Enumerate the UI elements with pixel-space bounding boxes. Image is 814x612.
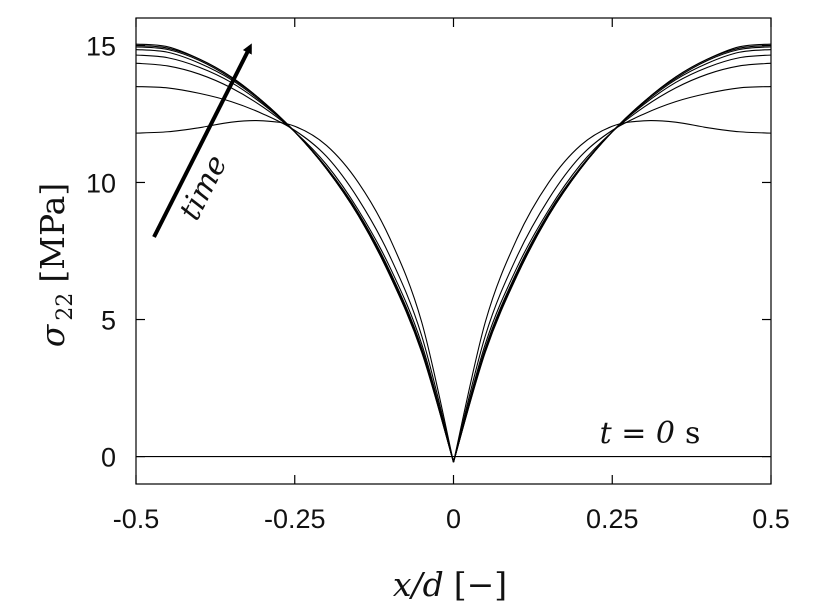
x-tick-label-1: -0.25: [264, 504, 326, 534]
t0-math: t = 0: [600, 416, 675, 451]
x-tick-label-3: 0.25: [586, 504, 639, 534]
x-axis-label: x/d [−]: [393, 565, 507, 604]
x-axis-label-math: x/d: [393, 565, 444, 604]
axis-ticks: [135, 18, 772, 484]
series-7-right: [452, 43, 772, 463]
y-axis-label-sub: 22: [53, 293, 78, 321]
y-axis-label-unit: [MPa]: [33, 183, 72, 283]
series-0-right: [452, 120, 772, 463]
t0-unit: s: [685, 416, 700, 451]
t0-annotation: t = 0 s: [600, 416, 701, 451]
y-tick-labels: 0 5 10 15: [86, 31, 116, 472]
series-6-right: [452, 44, 772, 463]
time-arrow: [152, 43, 252, 238]
x-tick-label-2: 0: [446, 504, 461, 534]
series-5-right: [452, 46, 772, 463]
series-3-left: [135, 54, 455, 463]
series-1-right: [452, 85, 772, 463]
series-5-left: [135, 46, 455, 463]
series-3-right: [452, 54, 772, 463]
x-tick-label-4: 0.5: [752, 504, 790, 534]
y-axis-label: σ 22 [MPa]: [33, 183, 78, 347]
x-tick-label-0: -0.5: [113, 504, 160, 534]
series-6-left: [135, 44, 455, 463]
y-axis-label-math: σ: [33, 323, 72, 347]
series-lines: [135, 43, 772, 463]
y-tick-label-1: 5: [101, 306, 116, 336]
series-4-left: [135, 48, 455, 463]
series-2-left: [135, 62, 455, 463]
time-annotation: time: [173, 150, 235, 226]
series-7-left: [135, 43, 455, 463]
x-axis-label-unit: [−]: [454, 565, 507, 604]
series-1-left: [135, 85, 455, 463]
series-0-left: [135, 120, 455, 463]
y-tick-label-3: 15: [86, 31, 116, 61]
y-tick-label-2: 10: [86, 168, 116, 198]
x-tick-labels: -0.5 -0.25 0 0.25 0.5: [113, 504, 790, 534]
y-tick-label-0: 0: [101, 443, 116, 473]
series-4-right: [452, 48, 772, 463]
series-2-right: [452, 62, 772, 463]
